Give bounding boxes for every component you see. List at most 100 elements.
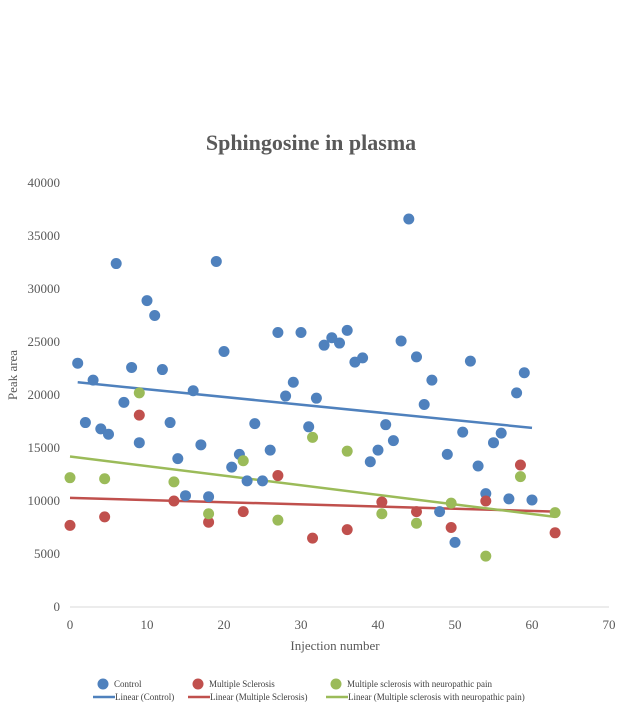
trendline-control — [77, 381, 533, 430]
point-control — [357, 352, 369, 364]
point-control — [149, 310, 161, 321]
point-control — [118, 396, 130, 408]
x-tick-label: 10 — [141, 617, 154, 632]
point-control — [372, 444, 384, 456]
point-control — [172, 453, 184, 465]
point-control — [511, 387, 523, 399]
point-multiple-sclerosis — [445, 522, 457, 533]
point-multiple-sclerosis-with-neuropathic-pain — [480, 550, 492, 562]
point-multiple-sclerosis-with-neuropathic-pain — [549, 507, 561, 519]
point-multiple-sclerosis-with-neuropathic-pain — [133, 387, 145, 399]
point-control — [526, 494, 538, 506]
point-control — [387, 435, 399, 447]
x-tick-label: 40 — [372, 617, 385, 632]
point-control — [218, 346, 230, 358]
y-tick-label: 10000 — [28, 493, 61, 508]
x-axis: 0 10 20 30 40 50 60 70 — [67, 617, 616, 632]
point-control — [518, 367, 530, 379]
point-multiple-sclerosis — [341, 524, 353, 536]
point-control — [180, 490, 191, 502]
point-control — [334, 337, 345, 349]
point-multiple-sclerosis — [549, 527, 561, 539]
point-multiple-sclerosis — [203, 516, 215, 528]
point-control — [434, 506, 446, 518]
point-multiple-sclerosis — [411, 506, 422, 518]
point-control — [295, 326, 307, 338]
point-multiple-sclerosis — [514, 459, 526, 471]
point-control — [326, 332, 338, 344]
x-tick-label: 60 — [526, 617, 539, 632]
point-multiple-sclerosis-with-neuropathic-pain — [99, 473, 111, 485]
y-tick-label: 0 — [54, 599, 61, 614]
point-multiple-sclerosis-with-neuropathic-pain — [411, 517, 422, 529]
trendline-multiple-sclerosis — [69, 496, 556, 513]
point-control — [195, 439, 207, 451]
x-tick-label: 70 — [603, 617, 616, 632]
point-control — [110, 258, 122, 270]
point-control — [488, 437, 499, 449]
point-multiple-sclerosis-with-neuropathic-pain — [514, 471, 526, 483]
point-control — [380, 419, 392, 431]
legend-marker-multiple-sclerosis — [192, 678, 204, 690]
x-axis-label: Injection number — [290, 638, 380, 653]
y-tick-label: 30000 — [28, 281, 61, 296]
y-tick-label: 35000 — [28, 228, 61, 243]
point-control — [457, 426, 469, 438]
point-control — [226, 461, 238, 473]
point-multiple-sclerosis-with-neuropathic-pain — [376, 508, 388, 520]
point-multiple-sclerosis-with-neuropathic-pain — [307, 431, 319, 443]
point-control — [95, 423, 107, 435]
point-control — [264, 444, 276, 456]
point-control — [257, 475, 268, 487]
point-multiple-sclerosis-with-neuropathic-pain — [341, 445, 353, 457]
data-points — [64, 213, 561, 562]
point-control — [249, 418, 261, 430]
point-multiple-sclerosis-with-neuropathic-pain — [64, 472, 76, 484]
y-tick-label: 40000 — [28, 175, 61, 190]
point-multiple-sclerosis-with-neuropathic-pain — [203, 508, 215, 520]
point-multiple-sclerosis — [168, 495, 180, 507]
point-multiple-sclerosis — [272, 470, 284, 482]
point-control — [403, 213, 415, 225]
point-control — [503, 493, 515, 505]
point-control — [280, 390, 292, 402]
legend-label-linear-control: Linear (Control) — [115, 692, 174, 702]
point-control — [426, 374, 438, 386]
legend-label-control: Control — [114, 679, 142, 689]
chart-title: Sphingosine in plasma — [206, 130, 416, 155]
point-control — [87, 374, 99, 386]
point-control — [318, 339, 330, 351]
y-axis: 0 5000 10000 15000 20000 25000 30000 35000 40000 — [28, 175, 61, 614]
trendlines — [69, 381, 556, 519]
point-multiple-sclerosis-with-neuropathic-pain — [168, 476, 180, 488]
point-control — [310, 392, 322, 404]
point-control — [418, 399, 430, 411]
legend-label-multiple-sclerosis: Multiple Sclerosis — [209, 679, 275, 689]
point-multiple-sclerosis — [307, 532, 319, 544]
point-control — [133, 437, 145, 449]
point-control — [287, 376, 299, 388]
point-multiple-sclerosis — [237, 506, 249, 518]
point-control — [411, 351, 422, 363]
point-control — [303, 421, 315, 433]
point-control — [141, 295, 153, 307]
x-tick-label: 20 — [218, 617, 231, 632]
point-control — [156, 364, 168, 376]
point-multiple-sclerosis-with-neuropathic-pain — [272, 514, 284, 526]
point-multiple-sclerosis-with-neuropathic-pain — [445, 497, 457, 509]
point-control — [241, 475, 253, 487]
point-control — [464, 355, 476, 367]
point-control — [395, 335, 407, 347]
point-control — [164, 417, 176, 429]
point-control — [272, 326, 284, 338]
point-multiple-sclerosis-with-neuropathic-pain — [237, 455, 249, 467]
x-tick-label: 0 — [67, 617, 74, 632]
y-tick-label: 25000 — [28, 334, 61, 349]
point-control — [126, 361, 138, 373]
point-control — [79, 417, 91, 429]
point-control — [103, 428, 114, 440]
x-tick-label: 50 — [449, 617, 462, 632]
point-control — [72, 357, 84, 369]
